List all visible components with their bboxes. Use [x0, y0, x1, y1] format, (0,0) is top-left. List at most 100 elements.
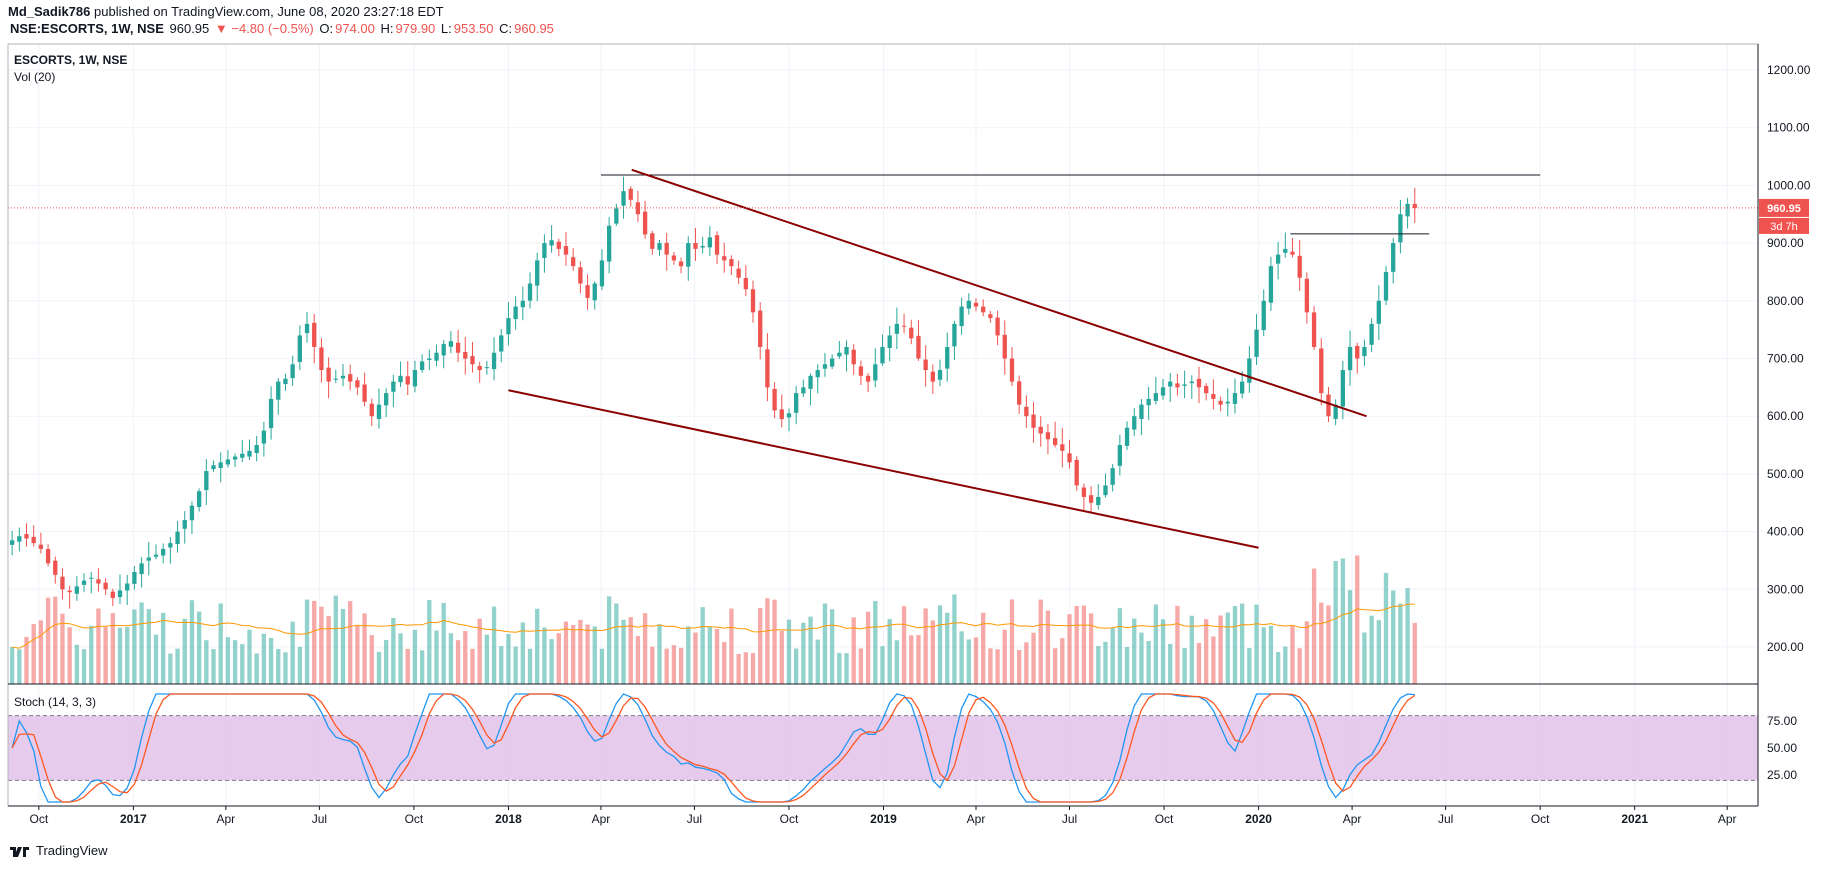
- candle-body: [801, 387, 806, 394]
- volume-bar: [355, 625, 360, 684]
- time-tick-label: Oct: [780, 812, 799, 826]
- candle-body: [693, 243, 698, 249]
- symbol-label[interactable]: NSE:ESCORTS, 1W, NSE: [10, 21, 164, 36]
- footer: TradingView: [8, 843, 108, 858]
- price-tick-label: 400.00: [1767, 525, 1804, 539]
- volume-bar: [743, 652, 748, 684]
- volume-bar: [1175, 605, 1180, 684]
- candle-body: [1297, 255, 1302, 278]
- price-tick-label: 300.00: [1767, 582, 1804, 596]
- candle-body: [74, 586, 80, 594]
- author-name[interactable]: Md_Sadik786: [8, 4, 91, 19]
- drawings[interactable]: [8, 168, 1758, 549]
- candle-body: [355, 380, 360, 388]
- candle-body: [125, 583, 130, 591]
- volume-bar: [348, 601, 353, 684]
- volume-bar: [1247, 648, 1252, 684]
- candle-body: [513, 306, 518, 320]
- candle-body: [1211, 394, 1216, 399]
- volume-bar: [499, 646, 504, 684]
- candle-body: [880, 346, 885, 364]
- price-tick-label: 1100.00: [1767, 121, 1810, 135]
- last-price: 960.95: [169, 21, 210, 36]
- volume-bar: [772, 599, 777, 684]
- stoch-band: [8, 715, 1758, 781]
- time-tick-label: Jul: [687, 812, 702, 826]
- time-tick-label: 2018: [495, 812, 522, 826]
- candle-body: [204, 471, 209, 491]
- volume-bar: [901, 606, 907, 684]
- candle-body: [1254, 329, 1259, 357]
- candle-body: [722, 256, 727, 261]
- volume-bar: [750, 652, 756, 684]
- volume-bar: [247, 629, 252, 684]
- volume-bar: [297, 646, 302, 684]
- candle-body: [81, 580, 87, 585]
- legend-stoch: Stoch (14, 3, 3): [14, 695, 96, 709]
- volume-bar: [1383, 572, 1389, 684]
- candle-body: [211, 465, 216, 470]
- volume-bar: [865, 611, 871, 684]
- volume-bar: [1081, 605, 1087, 684]
- volume-bar: [196, 611, 202, 684]
- candle-body: [247, 450, 252, 457]
- volume-bar: [1052, 648, 1058, 684]
- volume-bar: [1283, 646, 1288, 684]
- price-chart[interactable]: 1200.00 1100.00 1000.00 900.00 800.00 700.00 6…: [0, 0, 1828, 840]
- candle-body: [60, 576, 65, 590]
- candle-body: [1139, 404, 1144, 420]
- candle-body: [232, 456, 238, 460]
- volume-bar: [571, 625, 576, 684]
- candle-body: [448, 341, 454, 347]
- candle-body: [585, 285, 590, 298]
- countdown-badge-value: 3d 7h: [1770, 221, 1798, 233]
- axes: 1200.00 1100.00 1000.00 900.00 800.00 700.00 6…: [7, 43, 1811, 826]
- volume-bar: [1239, 603, 1245, 684]
- volume-bar: [973, 637, 979, 684]
- candle-body: [1038, 426, 1043, 434]
- time-tick-label: Oct: [405, 812, 424, 826]
- candle-body: [650, 233, 655, 249]
- volume-bar: [1132, 618, 1137, 684]
- candle-body: [1189, 381, 1194, 384]
- candle-body: [765, 349, 770, 388]
- candle-body: [844, 346, 849, 355]
- volume-bar: [1275, 651, 1281, 684]
- volume-bar: [1297, 648, 1302, 684]
- volume-bar: [556, 633, 561, 684]
- open-label: O:: [319, 21, 334, 36]
- candle-body: [182, 520, 187, 529]
- volume-bar: [829, 609, 835, 684]
- candle-body: [535, 260, 540, 286]
- candle-body: [53, 560, 58, 575]
- price-badge: [1759, 198, 1809, 217]
- candle-body: [686, 243, 691, 267]
- candle-body: [642, 211, 648, 235]
- volume-bar: [1103, 641, 1108, 684]
- volume-bar: [642, 613, 648, 684]
- candle-body: [542, 243, 547, 258]
- volume-bar: [535, 608, 540, 684]
- candle-body: [146, 557, 151, 561]
- candle-body: [1045, 432, 1051, 440]
- stoch-tick-label: 50.00: [1767, 741, 1797, 755]
- volume-bar: [1038, 599, 1043, 684]
- candle-body: [1103, 485, 1108, 496]
- volume-bar: [1196, 642, 1202, 684]
- volume-bar: [153, 634, 159, 684]
- footer-brand[interactable]: TradingView: [36, 843, 108, 858]
- price-tick-label: 200.00: [1767, 640, 1804, 654]
- volume-bar: [1060, 638, 1065, 684]
- volume-bar: [283, 652, 288, 684]
- volume-bar: [614, 603, 619, 684]
- volume-bar: [254, 653, 259, 684]
- volume-bar: [1016, 650, 1022, 684]
- candle-body: [772, 388, 777, 411]
- volume-bar: [276, 649, 281, 684]
- candle-body: [1009, 358, 1015, 382]
- candle-body: [606, 225, 612, 262]
- volume-bar: [1232, 606, 1238, 684]
- volume-bar: [995, 649, 1000, 684]
- volume-bar: [700, 607, 705, 684]
- publish-info: published on TradingView.com, June 08, 2…: [94, 4, 444, 19]
